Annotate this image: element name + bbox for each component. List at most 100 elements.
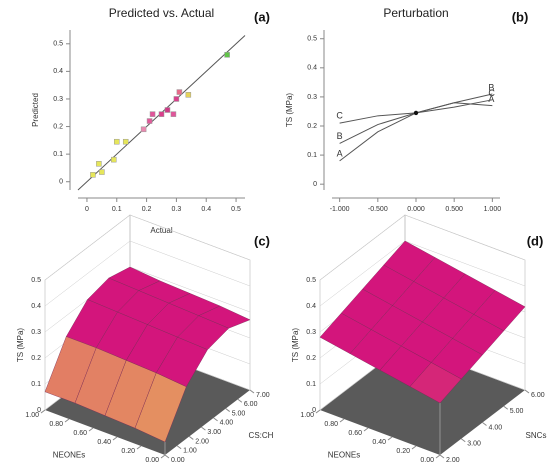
point <box>224 52 230 58</box>
x-axis-label: SNCs <box>526 431 547 440</box>
z-tick-label: 0.2 <box>306 355 316 362</box>
z-tick-label: 0.5 <box>31 277 41 284</box>
y-axis-label: NEONEs <box>53 450 85 459</box>
z-tick-label: 0.5 <box>306 277 316 284</box>
x-tick-label: 0.4 <box>201 206 211 213</box>
z-axis-label: TS (MPa) <box>16 328 25 363</box>
x-tick-label: 0.00 <box>171 457 185 464</box>
x-tick-label: 0.1 <box>112 206 122 213</box>
x-tick <box>225 408 231 412</box>
x-tick-label: 1.000 <box>484 206 502 213</box>
y-tick <box>339 418 345 423</box>
x-tick-label: -1.000 <box>330 206 350 213</box>
x-axis-label: CS:CH <box>249 431 274 440</box>
y-tick-label: 0.5 <box>307 36 317 43</box>
y-tick <box>136 445 142 450</box>
y-tick <box>315 409 321 414</box>
point <box>176 89 183 95</box>
x-tick-label: 5.00 <box>232 410 246 417</box>
point <box>96 161 102 167</box>
x-tick <box>460 438 466 443</box>
z-tick-label: 0.3 <box>31 329 41 336</box>
y-tick-label: 0 <box>313 181 317 188</box>
x-tick <box>164 454 170 459</box>
x-tick <box>237 398 243 403</box>
panel-label: (b) <box>512 9 529 24</box>
x-tick-label: 6.00 <box>531 392 545 399</box>
y-tick-label: 0.3 <box>307 94 317 101</box>
series-label: C <box>488 88 495 98</box>
z-tick-label: 0 <box>37 407 41 414</box>
surface-patch <box>134 372 187 443</box>
y-tick <box>387 436 393 441</box>
series-label: C <box>336 110 343 120</box>
y-tick-label: 0.5 <box>53 41 63 48</box>
x-tick <box>213 417 218 422</box>
point <box>164 107 171 113</box>
series-label: A <box>488 94 494 104</box>
y-tick-label: 0.4 <box>53 68 63 75</box>
x-tick-label: 0.000 <box>407 206 425 213</box>
x-axis-label: Actual <box>150 226 172 235</box>
x-tick-label: 7.00 <box>256 392 270 399</box>
x-tick-label: 2.00 <box>446 457 460 464</box>
y-tick-label: 1.00 <box>25 412 39 419</box>
point <box>185 92 192 98</box>
y-tick <box>411 445 417 450</box>
x-tick-label: 3.00 <box>467 441 481 448</box>
z-tick-label: 0.2 <box>31 355 41 362</box>
grid-line <box>44 240 251 307</box>
y-tick-label: 0.1 <box>307 152 317 159</box>
chart-title: Perturbation <box>383 6 448 20</box>
x-tick-label: 3.00 <box>207 429 221 436</box>
x-tick-label: 0.500 <box>445 206 463 213</box>
x-tick <box>249 389 255 394</box>
x-tick-label: 4.00 <box>489 424 503 431</box>
grid-line <box>319 214 526 281</box>
x-tick-label: 0 <box>85 206 89 213</box>
point <box>170 111 177 117</box>
y-axis-label: NEONEs <box>328 450 360 459</box>
center-point <box>413 110 419 116</box>
z-axis-label: TS (MPa) <box>291 328 300 363</box>
y-axis-label: TS (MPa) <box>285 93 294 128</box>
y-tick <box>363 427 369 432</box>
point <box>111 156 117 163</box>
y-tick <box>40 409 46 414</box>
x-tick <box>188 436 194 440</box>
series-label: B <box>337 131 343 141</box>
point <box>140 126 147 133</box>
point <box>122 138 129 145</box>
point <box>146 118 153 124</box>
y-tick-label: 0.4 <box>307 65 317 72</box>
panel-label: (c) <box>254 233 270 248</box>
y-tick <box>88 427 94 432</box>
y-tick <box>435 454 441 459</box>
point <box>90 172 96 178</box>
z-tick-label: 0 <box>312 407 316 414</box>
floor <box>320 345 525 455</box>
surface-patch <box>409 362 462 404</box>
z-tick-label: 0.1 <box>306 381 316 388</box>
x-tick-label: 0.3 <box>172 206 182 213</box>
y-tick-label: 0.1 <box>53 151 63 158</box>
y-tick <box>64 418 70 423</box>
series-label: B <box>488 82 494 92</box>
x-tick-label: 5.00 <box>510 408 524 415</box>
y-tick-label: 0.2 <box>53 123 63 130</box>
y-tick-label: 0.60 <box>73 430 87 437</box>
y-tick-label: 0.2 <box>307 123 317 130</box>
y-tick-label: 0.20 <box>121 448 135 455</box>
x-tick <box>524 389 530 394</box>
x-tick-label: 1.00 <box>183 448 197 455</box>
x-tick-label: 6.00 <box>244 401 258 408</box>
z-tick-label: 0.3 <box>306 329 316 336</box>
chart-title: Predicted vs. Actual <box>109 6 214 20</box>
x-tick <box>201 426 206 431</box>
y-tick-label: 0.20 <box>396 448 410 455</box>
y-tick <box>160 454 166 459</box>
y-tick-label: 0.40 <box>372 439 386 446</box>
x-tick <box>503 405 509 410</box>
x-tick <box>439 454 445 459</box>
